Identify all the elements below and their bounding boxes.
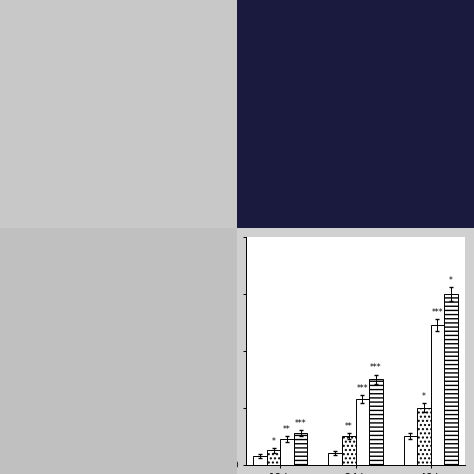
Bar bbox=[328, 453, 342, 465]
Y-axis label: Apoptosis rate of A549 cells (%): Apoptosis rate of A549 cells (%) bbox=[215, 283, 224, 418]
Bar bbox=[267, 450, 280, 465]
Text: ***: *** bbox=[356, 384, 368, 393]
Bar bbox=[417, 408, 431, 465]
Text: *: * bbox=[422, 392, 426, 401]
Bar bbox=[444, 294, 458, 465]
Text: ***: *** bbox=[432, 308, 443, 317]
Text: D: D bbox=[185, 223, 198, 238]
Bar bbox=[280, 439, 294, 465]
Bar bbox=[342, 436, 356, 465]
Bar bbox=[369, 379, 383, 465]
Bar bbox=[253, 456, 267, 465]
Text: **: ** bbox=[283, 425, 291, 434]
Text: ***: *** bbox=[370, 364, 382, 373]
Text: **: ** bbox=[345, 422, 353, 431]
Text: *: * bbox=[449, 276, 453, 285]
Text: *: * bbox=[272, 437, 275, 446]
Bar bbox=[404, 436, 417, 465]
Text: ***: *** bbox=[295, 419, 306, 428]
Bar bbox=[294, 433, 307, 465]
Bar bbox=[356, 399, 369, 465]
Bar bbox=[431, 325, 444, 465]
